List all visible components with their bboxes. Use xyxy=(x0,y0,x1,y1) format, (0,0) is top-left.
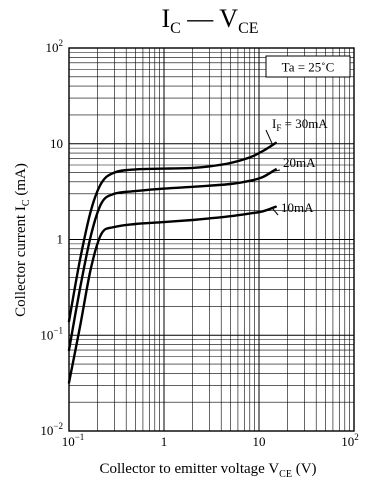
series-label: IF = 30mA xyxy=(272,116,328,133)
curves xyxy=(67,141,277,384)
y-tick-label: 10−1 xyxy=(40,325,63,342)
series-label-leader xyxy=(272,169,281,172)
series-label-leader xyxy=(265,129,274,146)
plot-frame xyxy=(68,47,355,432)
annotation-text: Ta = 25˚C xyxy=(282,60,335,75)
series-label-leader xyxy=(272,208,279,216)
series-line xyxy=(67,168,277,352)
series-label: 10mA xyxy=(281,200,314,215)
series-labels: IF = 30mA 20mA 10mA xyxy=(265,116,328,216)
y-tick-label: 102 xyxy=(46,38,64,55)
y-tick-label: 1 xyxy=(57,232,64,247)
x-axis-label: Collector to emitter voltage VCE (V) xyxy=(99,461,316,480)
y-tick-label: 10 xyxy=(50,136,63,151)
x-tick-label: 10−1 xyxy=(62,432,85,449)
annotation-box xyxy=(265,55,351,78)
grid xyxy=(69,48,354,431)
y-tick-label: 10−2 xyxy=(40,421,63,438)
x-tick-label: 102 xyxy=(341,432,359,449)
series-label: 20mA xyxy=(283,155,316,170)
y-axis-label: Collector current IC (mA) xyxy=(13,163,32,317)
series-line xyxy=(67,205,277,384)
series-line xyxy=(67,141,277,323)
x-tick-label: 10 xyxy=(253,434,266,449)
chart-title: IC — VCE xyxy=(161,4,258,37)
x-tick-label: 1 xyxy=(161,434,168,449)
